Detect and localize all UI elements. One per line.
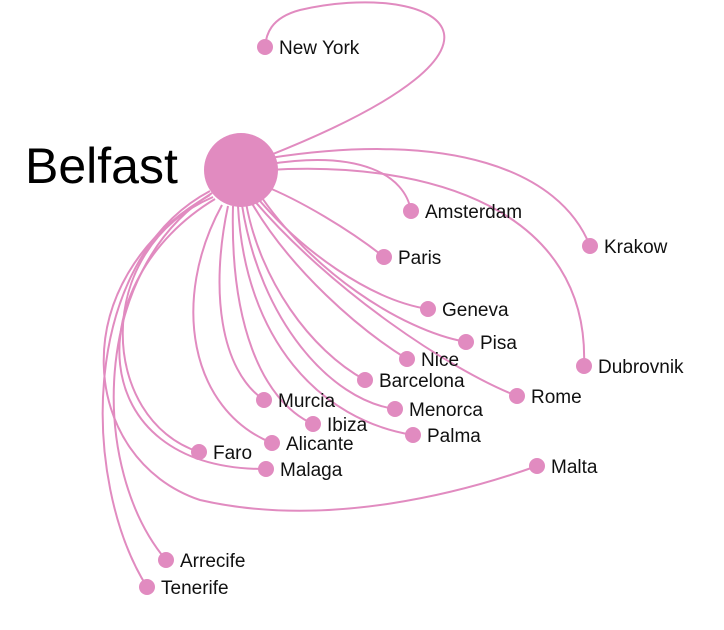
destination-node-icon bbox=[357, 372, 373, 388]
hub-label: Belfast bbox=[25, 138, 178, 194]
destination-label: Geneva bbox=[442, 300, 509, 321]
destination-node-icon bbox=[458, 334, 474, 350]
destination-node-icon bbox=[305, 416, 321, 432]
destination-pisa: Pisa bbox=[458, 333, 517, 354]
destinations-layer: New York Amsterdam Krakow Paris Geneva P… bbox=[139, 38, 684, 599]
route-alicante bbox=[192, 204, 273, 444]
route-paris bbox=[261, 184, 385, 258]
destination-tenerife: Tenerife bbox=[139, 578, 229, 599]
route-nice bbox=[249, 199, 408, 360]
route-tenerife bbox=[101, 190, 211, 588]
route-amsterdam bbox=[269, 159, 412, 212]
destination-label: Palma bbox=[427, 426, 481, 447]
destination-amsterdam: Amsterdam bbox=[403, 202, 522, 223]
destination-node-icon bbox=[403, 203, 419, 219]
route-ibiza bbox=[231, 205, 314, 425]
destination-label: Amsterdam bbox=[425, 202, 522, 223]
route-faro bbox=[121, 196, 214, 453]
route-krakow bbox=[269, 148, 591, 247]
destination-node-icon bbox=[376, 249, 392, 265]
destination-node-icon bbox=[191, 444, 207, 460]
destination-new-york: New York bbox=[257, 38, 360, 59]
destination-label: New York bbox=[279, 38, 360, 59]
destination-dubrovnik: Dubrovnik bbox=[576, 357, 684, 378]
destination-barcelona: Barcelona bbox=[357, 371, 465, 392]
destination-node-icon bbox=[405, 427, 421, 443]
destination-node-icon bbox=[509, 388, 525, 404]
destination-node-icon bbox=[257, 39, 273, 55]
destination-nice: Nice bbox=[399, 350, 459, 371]
route-barcelona bbox=[245, 202, 366, 381]
destination-malta: Malta bbox=[529, 457, 598, 478]
destination-node-icon bbox=[576, 358, 592, 374]
route-murcia bbox=[218, 205, 265, 401]
destination-malaga: Malaga bbox=[258, 460, 343, 481]
route-pisa bbox=[257, 191, 467, 343]
destination-node-icon bbox=[258, 461, 274, 477]
destination-label: Krakow bbox=[604, 237, 668, 258]
destination-rome: Rome bbox=[509, 387, 582, 408]
hub-node: Belfast bbox=[25, 133, 278, 207]
route-geneva bbox=[254, 194, 429, 310]
route-malaga bbox=[118, 198, 267, 471]
destination-faro: Faro bbox=[191, 443, 252, 464]
route-arrecife bbox=[112, 192, 213, 561]
destination-label: Malaga bbox=[280, 460, 343, 481]
destination-node-icon bbox=[139, 579, 155, 595]
destination-label: Barcelona bbox=[379, 371, 465, 392]
destination-label: Malta bbox=[551, 457, 598, 478]
destination-node-icon bbox=[420, 301, 436, 317]
destination-label: Menorca bbox=[409, 400, 483, 421]
destination-label: Arrecife bbox=[180, 551, 245, 572]
route-malta bbox=[102, 194, 538, 512]
destination-label: Nice bbox=[421, 350, 459, 371]
destination-label: Paris bbox=[398, 248, 441, 269]
destination-arrecife: Arrecife bbox=[158, 551, 245, 572]
route-palma bbox=[237, 205, 414, 436]
hub-node-icon bbox=[204, 133, 278, 207]
destination-node-icon bbox=[399, 351, 415, 367]
destination-label: Rome bbox=[531, 387, 582, 408]
destination-murcia: Murcia bbox=[256, 391, 335, 412]
route-new-york bbox=[264, 1, 446, 157]
destination-label: Ibiza bbox=[327, 415, 368, 436]
destination-menorca: Menorca bbox=[387, 400, 483, 421]
destination-ibiza: Ibiza bbox=[305, 415, 368, 436]
routes-layer bbox=[101, 1, 591, 588]
destination-label: Alicante bbox=[286, 434, 354, 455]
destination-alicante: Alicante bbox=[264, 434, 354, 455]
destination-node-icon bbox=[256, 392, 272, 408]
route-rome bbox=[251, 197, 518, 397]
destination-paris: Paris bbox=[376, 248, 441, 269]
destination-node-icon bbox=[264, 435, 280, 451]
destination-palma: Palma bbox=[405, 426, 481, 447]
destination-label: Dubrovnik bbox=[598, 357, 684, 378]
destination-krakow: Krakow bbox=[582, 237, 668, 258]
destination-label: Murcia bbox=[278, 391, 335, 412]
destination-label: Faro bbox=[213, 443, 252, 464]
destination-label: Tenerife bbox=[161, 578, 229, 599]
destination-node-icon bbox=[158, 552, 174, 568]
route-dubrovnik bbox=[267, 167, 586, 367]
destination-node-icon bbox=[582, 238, 598, 254]
route-menorca bbox=[241, 204, 396, 410]
destination-label: Pisa bbox=[480, 333, 517, 354]
destination-geneva: Geneva bbox=[420, 300, 509, 321]
destination-node-icon bbox=[387, 401, 403, 417]
destination-node-icon bbox=[529, 458, 545, 474]
